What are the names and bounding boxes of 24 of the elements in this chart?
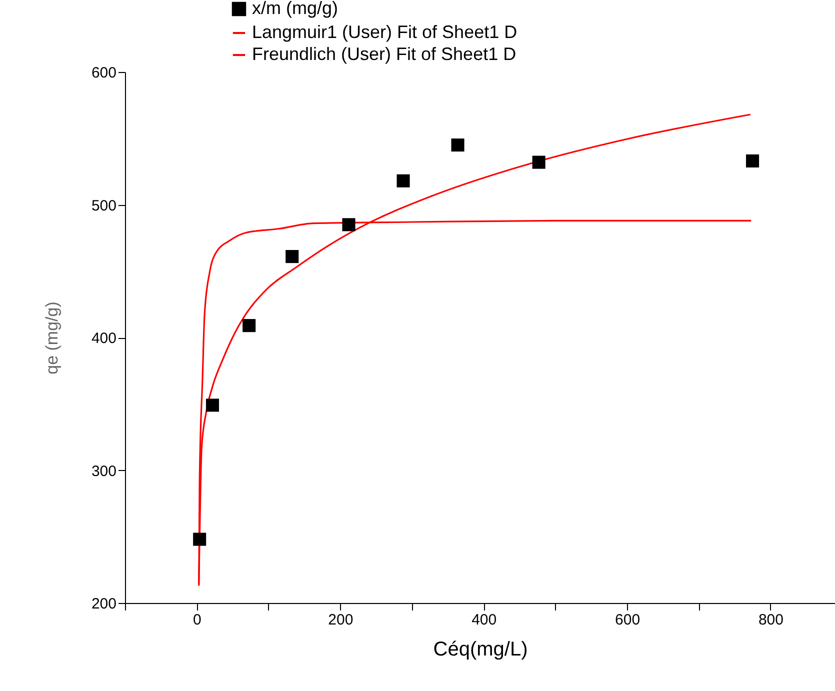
y-tick-label: 600 <box>91 64 116 82</box>
x-tick-label: 400 <box>472 612 497 628</box>
legend-label: Langmuir1 (User) Fit of Sheet1 D <box>252 22 518 42</box>
y-axis-title: qe (mg/g) <box>42 302 62 374</box>
y-tick-label: 200 <box>91 596 116 612</box>
y-tick-label: 300 <box>91 462 116 480</box>
point <box>286 250 299 264</box>
x-axis-title: Céq(mg/L) <box>433 638 528 660</box>
x-tick-label: 600 <box>615 612 640 628</box>
y-tick-label: 400 <box>91 330 116 347</box>
point <box>451 138 464 152</box>
legend-label: x/m (mg/g) <box>252 0 338 18</box>
point <box>746 154 760 168</box>
legend-label: Freundlich (User) Fit of Sheet1 D <box>252 44 516 64</box>
x-tick-label: 0 <box>193 612 202 628</box>
point <box>242 319 256 332</box>
point <box>342 218 356 232</box>
point <box>396 174 410 188</box>
x-tick-label: 200 <box>328 612 354 628</box>
x-tick-label: 800 <box>758 612 784 628</box>
point <box>206 398 220 412</box>
point <box>193 532 206 546</box>
point <box>532 156 546 169</box>
y-tick-label: 500 <box>91 197 116 214</box>
